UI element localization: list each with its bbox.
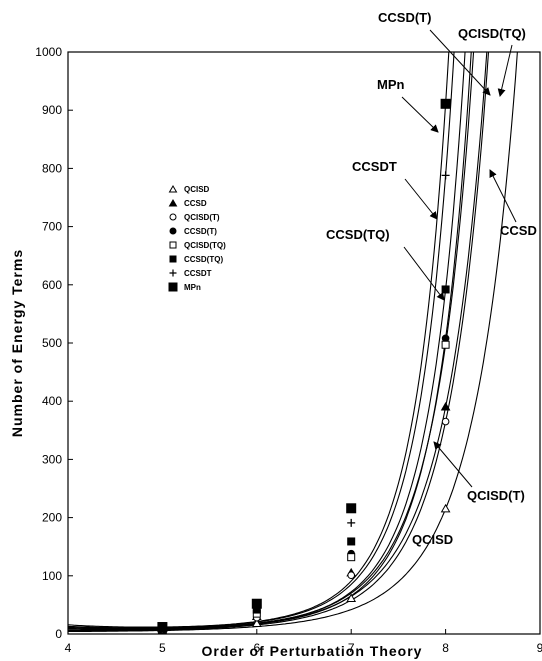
callout-mpn: MPn: [377, 77, 405, 92]
point-qcisdtq: [441, 340, 450, 349]
point-mpn: [157, 622, 168, 633]
y-axis-title: Number of Energy Terms: [9, 249, 25, 437]
legend-marker-ccsd-tq: [169, 255, 177, 263]
point-ccsdt: [441, 171, 450, 180]
legend-marker-qcisd: [168, 185, 178, 193]
x-tick-label: 9: [537, 641, 542, 655]
point-qcisdt: [347, 571, 356, 580]
plot-frame: [67, 51, 541, 635]
point-ccsdt: [347, 518, 356, 527]
legend-marker-qcisd-t: [169, 213, 177, 221]
x-tick-label: 7: [348, 641, 355, 655]
point-qcisd: [440, 503, 451, 513]
callout-ccsd: CCSD: [500, 223, 537, 238]
callout-arrow-ccsd-tq: [403, 246, 445, 301]
legend-label-qcisd-tq: QCISD(TQ): [184, 241, 226, 250]
callout-arrow-ccsd: [489, 169, 517, 223]
legend-marker-ccsd-t: [169, 227, 177, 235]
y-tick-label: 300: [42, 452, 62, 466]
point-ccsdt: [441, 334, 450, 343]
y-tick-label: 100: [42, 569, 62, 583]
callout-qcisd-t: QCISD(T): [467, 488, 525, 503]
y-tick-label: 900: [42, 103, 62, 117]
y-tick-label: 0: [55, 627, 62, 641]
y-tick-label: 800: [42, 161, 62, 175]
point-qcisd: [346, 593, 357, 602]
point-qcisd: [251, 618, 262, 628]
legend-marker-mpn: [168, 282, 178, 292]
callout-qcisd-tq: QCISD(TQ): [458, 26, 526, 41]
y-tick-label: 600: [42, 278, 62, 292]
curve-qcisd: [68, 52, 518, 632]
callout-qcisd: QCISD: [412, 532, 453, 547]
legend-label-mpn: MPn: [184, 283, 201, 292]
y-tick-label: 700: [42, 220, 62, 234]
legend-label-qcisd: QCISD: [184, 185, 210, 194]
series-curves: [68, 52, 518, 632]
legend-label-ccsd: CCSD: [184, 199, 207, 208]
callouts: CCSD(T) QCISD(TQ) MPn CCSDT CCSD(TQ) CCS…: [326, 10, 537, 547]
legend-label-ccsd-t: CCSD(T): [184, 227, 217, 236]
point-mpn: [251, 598, 262, 609]
x-tick-label: 5: [159, 641, 166, 655]
legend-marker-qcisd-tq: [169, 241, 177, 249]
y-tick-label: 200: [42, 511, 62, 525]
y-axis-ticks: 0 100 200 300 400 500 600 700 800 900 1000: [35, 45, 73, 641]
callout-ccsdt: CCSDT: [352, 159, 397, 174]
curve-ccsdtq: [68, 52, 466, 629]
point-qcisdtq: [347, 553, 356, 562]
x-tick-label: 6: [253, 641, 260, 655]
point-mpn: [346, 503, 357, 514]
curve-mpn: [68, 52, 450, 628]
x-tick-label: 8: [442, 641, 449, 655]
callout-arrow-ccsd-t: [429, 29, 491, 96]
callout-ccsd-tq: CCSD(TQ): [326, 227, 390, 242]
x-tick-label: 4: [65, 641, 72, 655]
callout-arrow-mpn: [401, 96, 439, 133]
point-ccsdtq: [441, 285, 450, 294]
curve-qcisdt: [68, 52, 490, 632]
point-mpn: [440, 98, 451, 109]
x-axis-title: Order of Perturbation Theory: [202, 643, 423, 659]
callout-ccsd-t: CCSD(T): [378, 10, 431, 25]
point-ccsdtq: [347, 537, 356, 546]
point-qcisdt: [441, 417, 450, 426]
callout-arrow-qcisd-tq: [497, 44, 513, 97]
y-tick-label: 400: [42, 394, 62, 408]
y-tick-label: 500: [42, 336, 62, 350]
callout-arrow-qcisd-t: [433, 441, 473, 488]
legend-label-ccsd-tq: CCSD(TQ): [184, 255, 223, 264]
point-ccsd: [440, 402, 451, 411]
y-tick-label: 1000: [35, 45, 62, 59]
legend-label-qcisd-t: QCISD(T): [184, 213, 220, 222]
legend-marker-ccsd: [168, 199, 178, 207]
curve-ccsdt: [68, 52, 455, 629]
legend: QCISD CCSD QCISD(T) CCSD(T) QCISD(TQ) CC…: [168, 185, 226, 292]
series-points: [157, 98, 451, 635]
legend-label-ccsdt: CCSDT: [184, 269, 212, 278]
legend-marker-ccsdt: [169, 269, 177, 277]
callout-arrow-ccsdt: [404, 178, 438, 220]
